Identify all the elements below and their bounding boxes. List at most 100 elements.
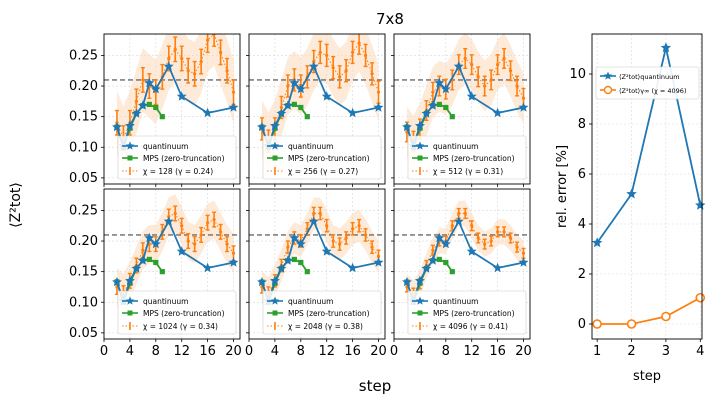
x-tick-label: 16 [344, 344, 361, 359]
quantinuum-marker [440, 83, 451, 94]
legend-quantinuum-marker [415, 141, 425, 150]
quantinuum-marker [415, 275, 425, 285]
chi-point [489, 239, 493, 243]
chi-point [431, 90, 435, 94]
mps-marker [153, 259, 159, 266]
mps-marker [159, 269, 165, 275]
legend-box [117, 135, 237, 180]
legend-mps-marker [417, 155, 423, 161]
y-tick-label: 2 [578, 267, 586, 282]
legend-label: quantinuum [433, 142, 478, 151]
chi-point [141, 78, 145, 82]
legend-box [117, 290, 237, 335]
chi-point [515, 84, 519, 88]
quantinuum-marker [131, 263, 142, 273]
rel-ylabel: rel. error [%] [555, 145, 570, 228]
quantinuum-marker [228, 102, 239, 112]
figure-title: 7x8 [376, 10, 404, 28]
chi-point [186, 239, 190, 243]
legend-label: χ = 256 (γ = 0.27) [288, 167, 358, 176]
x-tick-label: 3 [662, 344, 670, 359]
uncertainty-band [262, 197, 379, 309]
legend-marker [603, 85, 613, 95]
quantinuum-marker [257, 276, 267, 287]
quantinuum-marker [276, 108, 287, 118]
legend-box [262, 290, 382, 335]
quantinuum-marker [434, 232, 445, 243]
quantinuum-marker [466, 91, 477, 101]
x-tick-label: 16 [199, 344, 216, 359]
x-tick-label: 4 [416, 344, 424, 359]
chi-point [134, 99, 138, 103]
chi-point [457, 211, 461, 216]
legend-label: χ = 4096 (γ = 0.41) [433, 322, 508, 331]
chi-point [351, 50, 355, 54]
chi-point [199, 59, 203, 64]
x-tick-label: 8 [297, 344, 305, 359]
quantinuum-marker [202, 262, 213, 273]
quantinuum-marker [276, 263, 287, 273]
chi-point [363, 233, 368, 237]
y-tick-label: 0.25 [69, 203, 98, 218]
legend-label: MPS (zero-truncation) [143, 309, 225, 318]
chi-point [167, 56, 171, 61]
y-tick-label: 0.20 [69, 234, 98, 249]
y-tick-label: 0.05 [69, 171, 98, 186]
mps-marker [291, 101, 297, 108]
chi-point [470, 63, 474, 67]
quantinuum-marker [289, 77, 300, 88]
quantinuum-marker [518, 257, 529, 267]
quantinuum-marker [131, 108, 142, 118]
chi-point [351, 227, 355, 231]
quantinuum-marker [295, 83, 306, 94]
chi-point [370, 245, 374, 249]
y-tick-label: 8 [578, 117, 586, 132]
panel-frame [393, 33, 531, 185]
y-tick-label: 4 [578, 217, 586, 232]
quantinuum-marker [427, 255, 438, 265]
rel-chi-marker [626, 319, 637, 329]
chi-point [173, 211, 177, 216]
quantinuum-marker [125, 120, 135, 130]
chi-point [338, 75, 342, 79]
x-tick-label: 2 [627, 344, 635, 359]
panel-chi-512: quantinuum MPS (zero-truncation) χ = 512 (… [391, 33, 531, 187]
legend-label: MPS (zero-truncation) [433, 309, 515, 318]
quantinuum-marker [295, 238, 306, 249]
legend-mps-marker [127, 155, 133, 161]
rel-quantinuum-marker [695, 199, 706, 210]
chi-point [331, 239, 335, 243]
legend-label: quantinuum [288, 142, 333, 151]
x-tick-label: 4 [126, 344, 134, 359]
y-tick-label: 0.25 [69, 48, 98, 63]
x-tick-label: 0 [390, 344, 398, 359]
x-tick-label: 4 [696, 344, 704, 359]
chi-point [357, 41, 361, 45]
plot-area [104, 34, 240, 184]
panel-chi-4096: 0 4 8 12 16 20 quantinuum MPS (zero-truncation)… [390, 188, 532, 359]
chi-point [141, 248, 145, 252]
quantinuum-marker [347, 107, 358, 118]
chi-point [180, 224, 184, 228]
mps-marker [146, 256, 152, 263]
rel-chi-line [597, 296, 701, 325]
quantinuum-marker [257, 121, 267, 132]
mps-marker [304, 114, 310, 120]
chi-point [218, 230, 223, 234]
quantinuum-marker [421, 263, 432, 273]
panel-frame [248, 188, 386, 340]
x-tick-label: 1 [593, 344, 601, 359]
rel-quantinuum-line [596, 47, 702, 244]
panel-chi-2048: 0 4 8 12 16 20 quantinuum MPS (zero-truncation)… [245, 188, 387, 359]
quantinuum-marker [112, 276, 122, 287]
legend-label: MPS (zero-truncation) [143, 154, 225, 163]
chi-point [370, 72, 374, 76]
chi-point [318, 211, 322, 216]
quantinuum-marker [427, 100, 438, 110]
chi-point [463, 211, 467, 216]
rel-quantinuum-marker [591, 237, 603, 248]
y-tick-label: 0.10 [69, 295, 98, 310]
chi-point [521, 251, 526, 255]
figure-xlabel: step [359, 377, 391, 395]
quantinuum-marker [434, 77, 445, 88]
